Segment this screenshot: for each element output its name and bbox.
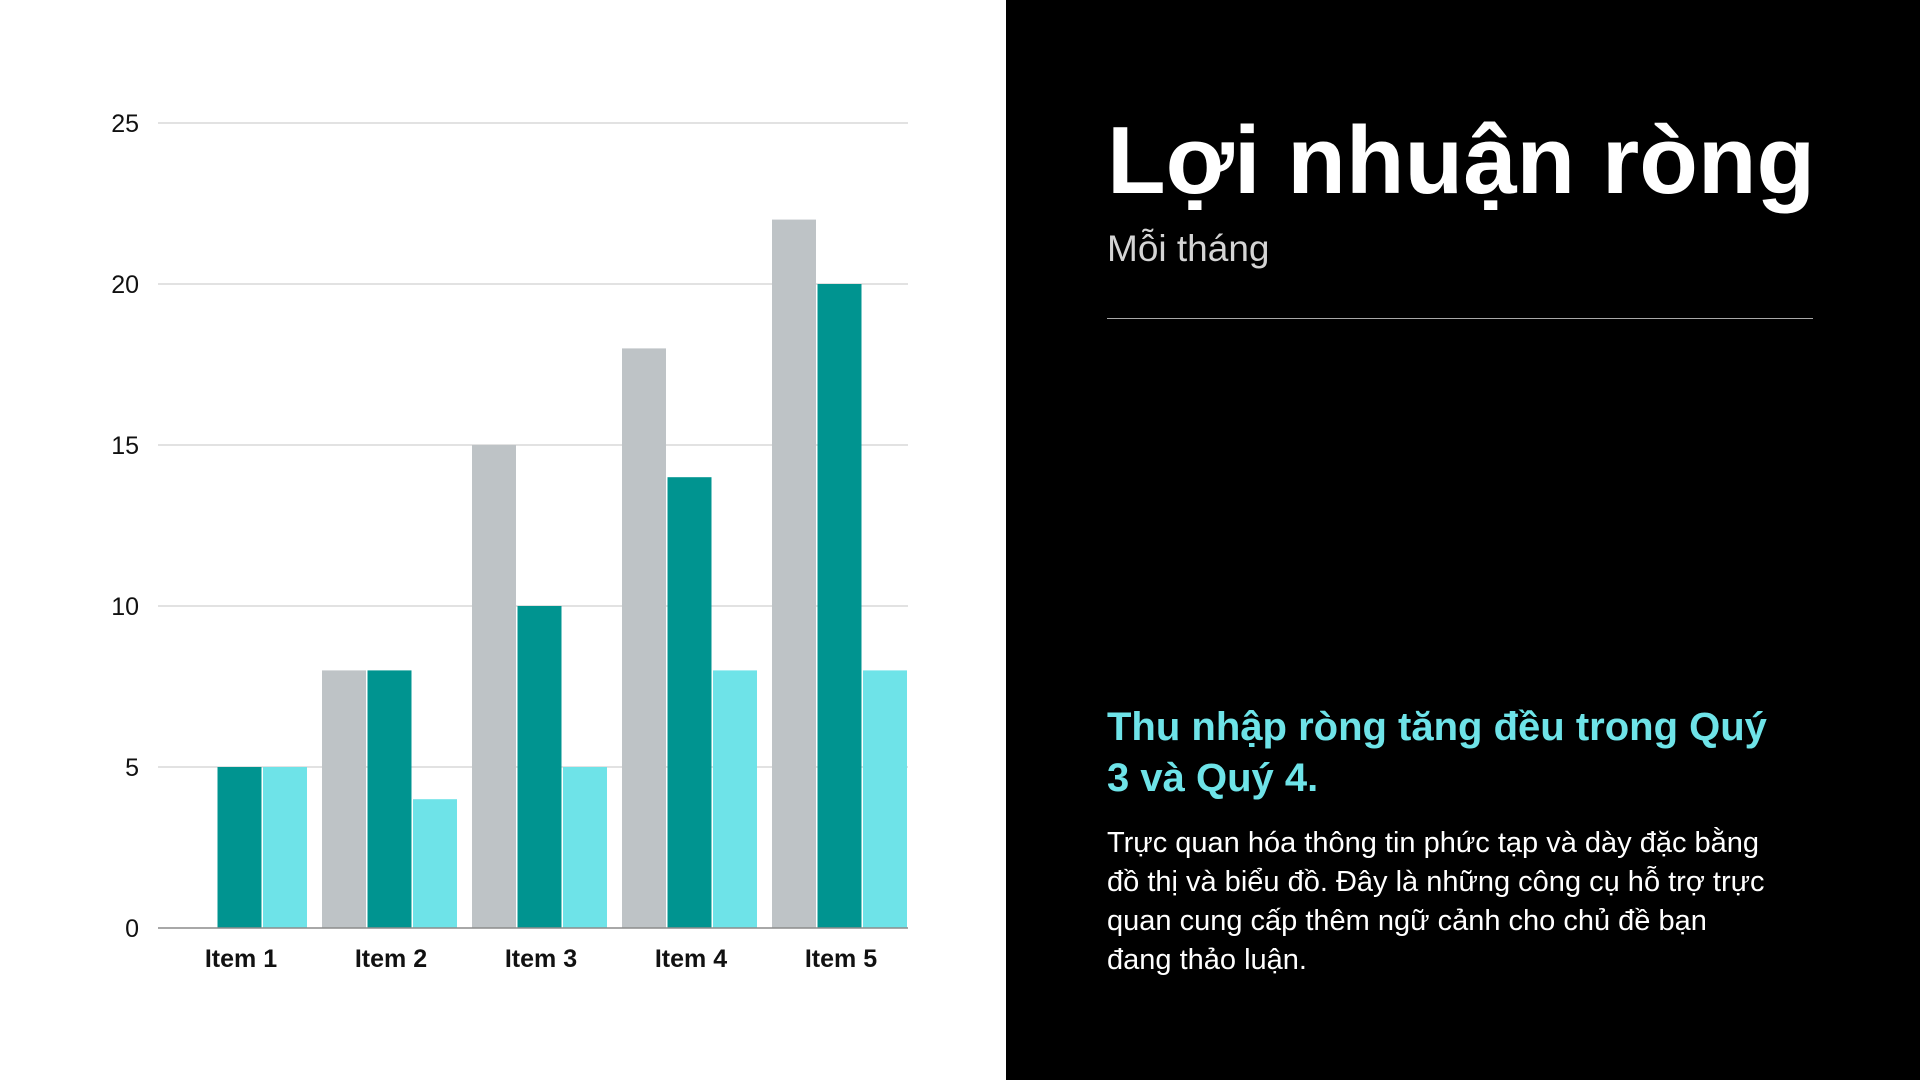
bar xyxy=(472,445,516,928)
y-tick-label: 25 xyxy=(111,110,139,138)
bar xyxy=(413,799,457,928)
bar xyxy=(517,606,562,928)
bar xyxy=(563,767,607,928)
divider xyxy=(1107,318,1813,319)
bar xyxy=(863,670,907,928)
bar xyxy=(713,670,757,928)
y-tick-label: 20 xyxy=(111,271,139,299)
y-tick-label: 5 xyxy=(125,754,139,782)
x-tick-label: Item 2 xyxy=(355,945,427,973)
x-tick-label: Item 4 xyxy=(655,945,727,973)
chart-panel: 0 5 10 15 20 25 Item 1 Item 2 Item 3 Item 4 Item 5 xyxy=(111,110,908,973)
x-tick-label: Item 5 xyxy=(805,945,877,973)
bar xyxy=(817,284,862,928)
y-tick-label: 0 xyxy=(125,915,139,943)
text-panel: Lợi nhuận ròng Mỗi tháng Thu nhập ròng t… xyxy=(1006,0,1920,1080)
y-tick-label: 15 xyxy=(111,432,139,460)
y-tick-label: 10 xyxy=(111,593,139,621)
x-tick-label: Item 1 xyxy=(205,945,277,973)
x-tick-label: Item 3 xyxy=(505,945,577,973)
bar xyxy=(772,219,816,929)
bar xyxy=(217,767,262,928)
bar-chart: 0 5 10 15 20 25 Item 1 Item 2 Item 3 Item 4 Item 5 xyxy=(111,110,908,973)
bar xyxy=(367,670,412,928)
page-title: Lợi nhuận ròng xyxy=(1107,107,1816,214)
bar xyxy=(263,767,307,928)
bar xyxy=(322,670,366,928)
bar xyxy=(622,348,666,928)
bar xyxy=(667,477,712,928)
page-subtitle: Mỗi tháng xyxy=(1107,228,1270,269)
body-text: Trực quan hóa thông tin phức tạp và dày … xyxy=(1107,827,1765,976)
highlight-text: Thu nhập ròng tăng đều trong Quý 3 và Qu… xyxy=(1107,705,1767,800)
